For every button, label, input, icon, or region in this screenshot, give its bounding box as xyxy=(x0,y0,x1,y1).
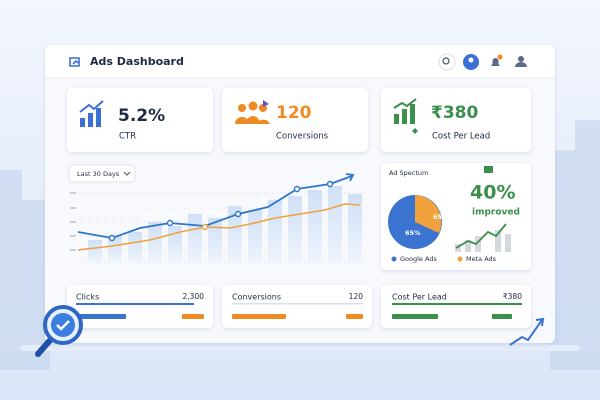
metric-label: Clicks xyxy=(76,293,99,302)
metric-rule xyxy=(392,303,522,305)
bell-icon[interactable] xyxy=(491,58,500,66)
range-dropdown[interactable] xyxy=(68,164,136,183)
metric-value: 120 xyxy=(349,292,364,301)
metric-label: Cost Per Lead xyxy=(392,293,447,302)
conversions-icon xyxy=(235,100,270,124)
metric-rule xyxy=(232,303,363,305)
legend-label: Google Ads xyxy=(400,255,437,263)
metric-rule xyxy=(76,303,194,305)
dropdown-caret xyxy=(123,171,131,176)
progress-bar xyxy=(182,314,204,319)
kpi-label: CTR xyxy=(119,132,136,142)
progress-bar xyxy=(76,314,126,319)
range-label: Last 30 Days xyxy=(77,170,120,178)
mini-trend xyxy=(455,223,507,249)
kpi-card xyxy=(222,88,368,152)
slice-label: 65% xyxy=(405,229,421,237)
line-points xyxy=(108,180,334,242)
card-title: Ad Spectum xyxy=(389,169,428,177)
bell-badge xyxy=(497,54,503,60)
kpi-card xyxy=(381,88,531,152)
city-right xyxy=(550,120,600,370)
cpl-icon xyxy=(393,98,418,134)
search-icon xyxy=(442,57,450,65)
legend-swatch xyxy=(457,256,463,262)
progress-bar xyxy=(392,314,438,319)
metric-value: ₹380 xyxy=(503,292,522,301)
blue-line xyxy=(77,175,353,239)
city-left xyxy=(0,170,50,370)
axis-ticks xyxy=(70,192,76,251)
search-button[interactable] xyxy=(438,53,456,71)
kpi-label: Conversions xyxy=(276,132,329,142)
base xyxy=(20,345,580,351)
progress-bar xyxy=(346,314,363,319)
legend-label: Meta Ads xyxy=(466,255,497,263)
kpi-card xyxy=(67,88,213,152)
kpi-value: ₹380 xyxy=(431,103,478,123)
pie-slice-meta xyxy=(415,195,442,233)
headline-note: improved xyxy=(472,208,520,218)
flag xyxy=(484,166,493,173)
top-bar xyxy=(45,45,555,78)
orange-line xyxy=(77,203,361,251)
decor-arrow-head xyxy=(535,317,545,327)
avatar-head xyxy=(468,57,474,63)
user-body xyxy=(515,62,527,67)
app-title: Ads Dashboard xyxy=(90,55,184,68)
kpi-label: Cost Per Lead xyxy=(432,132,490,142)
kpi-value: 5.2% xyxy=(118,106,165,126)
mini-bars xyxy=(455,230,511,252)
headline: 40% xyxy=(470,182,515,204)
kpi-value: 120 xyxy=(276,103,312,123)
metric-value: 2,300 xyxy=(183,292,205,301)
user-icon[interactable] xyxy=(518,56,524,62)
slice-label: 65% xyxy=(433,213,449,221)
decor-arrow xyxy=(509,319,543,346)
legend-swatch xyxy=(391,256,397,262)
progress-bar xyxy=(492,314,512,319)
ctr-icon xyxy=(79,100,104,127)
metric-label: Conversions xyxy=(232,293,281,302)
progress-bar xyxy=(232,314,286,319)
background-bars xyxy=(88,186,362,262)
magnifier xyxy=(35,305,83,357)
trend-panel: Last 30 Days xyxy=(68,164,368,263)
line-point xyxy=(201,223,209,231)
arrow-head xyxy=(345,173,355,182)
logo-icon xyxy=(69,57,80,67)
